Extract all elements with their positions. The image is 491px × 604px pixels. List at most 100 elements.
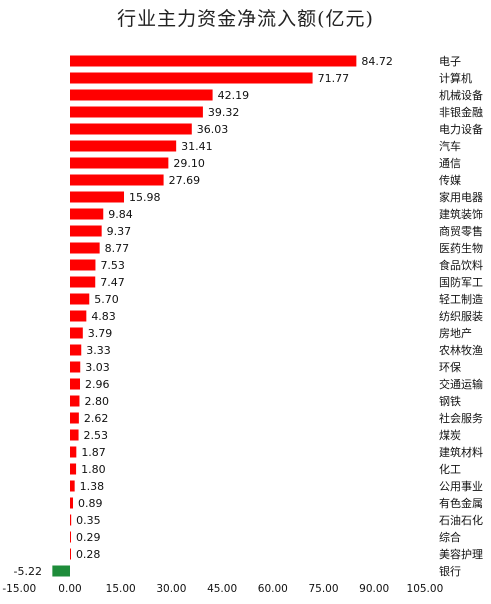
x-tick-label: -15.00 — [2, 583, 36, 595]
x-tick-label: 45.00 — [207, 583, 237, 595]
category-label: 商贸零售 — [439, 224, 483, 238]
value-label: 0.89 — [78, 497, 103, 510]
value-label: 7.47 — [100, 276, 125, 289]
category-label: 机械设备 — [439, 88, 483, 102]
value-label: 4.83 — [91, 310, 116, 323]
category-label: 建筑装饰 — [439, 207, 483, 221]
bar — [70, 191, 125, 203]
bar — [70, 395, 80, 407]
category-label: 传媒 — [439, 174, 461, 187]
bar — [70, 429, 79, 441]
value-label: 3.03 — [85, 361, 110, 374]
category-label: 煤炭 — [439, 429, 461, 442]
bar — [70, 361, 81, 373]
bar — [70, 548, 71, 560]
bar — [70, 208, 104, 220]
bar — [70, 310, 87, 322]
bar — [70, 123, 192, 135]
category-label: 电子 — [439, 55, 461, 68]
bar — [70, 225, 102, 237]
category-label: 有色金属 — [439, 496, 483, 510]
bar — [70, 344, 82, 356]
value-label: 3.79 — [88, 327, 113, 340]
value-label: 0.29 — [76, 531, 101, 544]
category-label: 钢铁 — [439, 395, 461, 408]
bar — [70, 89, 213, 101]
category-label: 医药生物 — [439, 241, 483, 255]
category-label: 交通运输 — [439, 377, 483, 391]
x-tick-label: 30.00 — [156, 583, 186, 595]
category-label: 轻工制造 — [439, 292, 483, 306]
value-label: 1.38 — [80, 480, 105, 493]
value-label: 9.37 — [107, 225, 131, 238]
bar — [70, 497, 74, 509]
value-label: 2.53 — [84, 429, 109, 442]
value-label: 84.72 — [361, 55, 393, 68]
value-label: 1.80 — [81, 463, 106, 476]
category-label: 食品饮料 — [439, 258, 483, 272]
category-label: 非银金融 — [439, 105, 483, 119]
value-label: 5.70 — [94, 293, 119, 306]
bar — [70, 378, 81, 390]
value-label: 2.62 — [84, 412, 109, 425]
bar — [70, 259, 96, 271]
value-label: 15.98 — [129, 191, 161, 204]
category-label: 农林牧渔 — [439, 343, 483, 357]
value-label: 39.32 — [208, 106, 240, 119]
category-label: 家用电器 — [439, 190, 483, 204]
category-label: 汽车 — [439, 139, 461, 153]
category-label: 电力设备 — [439, 122, 483, 136]
value-label: 71.77 — [318, 72, 350, 85]
chart-title: 行业主力资金净流入额(亿元) — [117, 8, 374, 30]
x-tick-label: 75.00 — [308, 583, 338, 595]
category-label: 计算机 — [439, 71, 472, 85]
category-label: 石油石化 — [439, 513, 483, 527]
category-label: 美容护理 — [439, 547, 483, 561]
bar — [70, 293, 90, 305]
category-label: 建筑材料 — [439, 445, 483, 459]
value-label: -5.22 — [14, 565, 42, 578]
bar — [70, 463, 77, 475]
bar — [70, 446, 77, 458]
category-label: 纺织服装 — [439, 309, 483, 323]
value-label: 27.69 — [169, 174, 201, 187]
category-label: 房地产 — [439, 326, 472, 340]
value-label: 42.19 — [218, 89, 250, 102]
category-label: 银行 — [439, 564, 461, 578]
category-label: 综合 — [439, 530, 461, 544]
value-label: 7.53 — [100, 259, 125, 272]
bar — [70, 55, 357, 67]
value-label: 2.96 — [85, 378, 110, 391]
value-label: 2.80 — [84, 395, 109, 408]
category-label: 国防军工 — [439, 275, 483, 289]
value-label: 8.77 — [105, 242, 130, 255]
category-label: 社会服务 — [439, 411, 483, 425]
x-tick-label: 60.00 — [258, 583, 288, 595]
category-label: 化工 — [439, 462, 461, 476]
category-label: 通信 — [439, 157, 461, 170]
x-tick-label: 0.00 — [58, 583, 81, 595]
x-tick-label: 105.00 — [407, 583, 444, 595]
value-label: 1.87 — [81, 446, 106, 459]
category-label: 公用事业 — [439, 480, 483, 493]
value-label: 29.10 — [173, 157, 205, 170]
bar — [70, 276, 96, 288]
x-tick-label: 90.00 — [359, 583, 389, 595]
bar — [70, 242, 100, 254]
bar — [70, 174, 164, 186]
bar — [70, 514, 72, 526]
value-label: 0.28 — [76, 548, 101, 561]
bar — [70, 72, 313, 84]
bar — [52, 565, 70, 577]
bar — [70, 327, 83, 339]
value-label: 9.84 — [108, 208, 133, 221]
bar — [70, 106, 203, 118]
value-label: 0.35 — [76, 514, 101, 527]
value-label: 3.33 — [86, 344, 111, 357]
x-tick-label: 15.00 — [106, 583, 136, 595]
value-label: 36.03 — [197, 123, 229, 136]
bar — [70, 412, 79, 424]
bar — [70, 140, 177, 152]
bar — [70, 531, 71, 543]
